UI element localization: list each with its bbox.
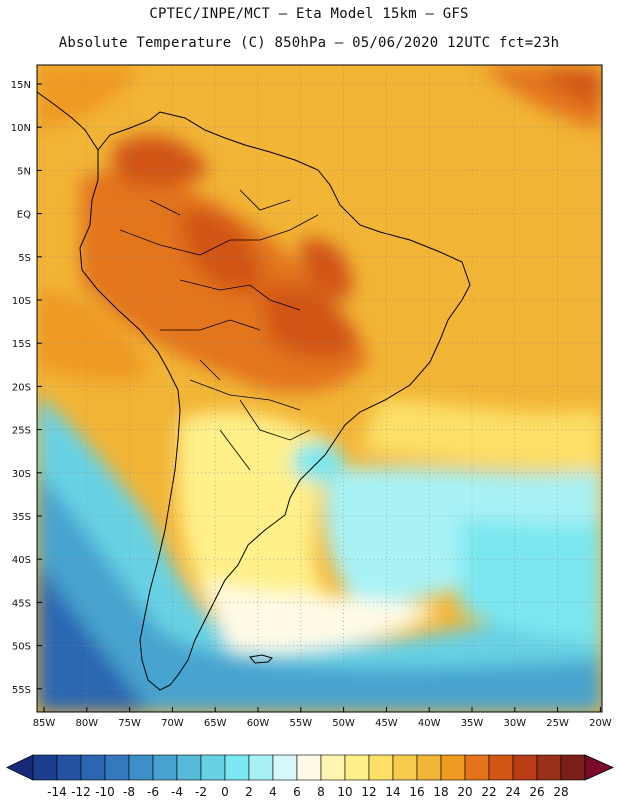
lat-tick-label: 55S bbox=[12, 685, 31, 696]
lon-tick-label: 40W bbox=[418, 718, 441, 729]
colorbar-label: -4 bbox=[171, 785, 183, 799]
colorbar-swatch bbox=[296, 754, 322, 781]
lon-tick-label: 35W bbox=[461, 718, 484, 729]
lat-tick-label: 40S bbox=[12, 555, 31, 566]
lat-tick-label: 10N bbox=[11, 123, 31, 134]
colorbar-label: -2 bbox=[195, 785, 207, 799]
colorbar-label: 16 bbox=[409, 785, 424, 799]
colorbar-label: 26 bbox=[529, 785, 544, 799]
colorbar-arrow-high bbox=[584, 754, 614, 781]
colorbar-swatch bbox=[488, 754, 514, 781]
colorbar-label: 14 bbox=[385, 785, 400, 799]
lat-tick-label: 25S bbox=[12, 426, 31, 437]
colorbar-label: 12 bbox=[361, 785, 376, 799]
chart-title-line1: CPTEC/INPE/MCT – Eta Model 15km – GFS bbox=[149, 6, 469, 22]
lon-tick-label: 25W bbox=[546, 718, 569, 729]
colorbar: -14 -12 -10 -8 -6 -4 -2 0 2 4 6 8 10 12 14 16 18 20 22 24 26… bbox=[6, 754, 614, 799]
lon-tick-label: 75W bbox=[118, 718, 141, 729]
lon-tick-label: 60W bbox=[247, 718, 270, 729]
colorbar-swatch bbox=[176, 754, 202, 781]
colorbar-swatch bbox=[536, 754, 562, 781]
colorbar-swatch bbox=[440, 754, 466, 781]
colorbar-swatch bbox=[272, 754, 298, 781]
falkland-islands bbox=[249, 654, 273, 664]
colorbar-label: -14 bbox=[47, 785, 67, 799]
lon-tick-label: 85W bbox=[33, 718, 56, 729]
colorbar-swatch bbox=[464, 754, 490, 781]
colorbar-swatch bbox=[512, 754, 538, 781]
lon-tick-label: 65W bbox=[204, 718, 227, 729]
colorbar-label: -10 bbox=[95, 785, 115, 799]
colorbar-swatch bbox=[56, 754, 82, 781]
colorbar-swatch bbox=[32, 754, 58, 781]
colorbar-swatch bbox=[104, 754, 130, 781]
colorbar-swatch bbox=[200, 754, 226, 781]
colorbar-label: 20 bbox=[457, 785, 472, 799]
lat-tick-label: 35S bbox=[12, 512, 31, 523]
colorbar-label: 4 bbox=[269, 785, 277, 799]
colorbar-swatch bbox=[152, 754, 178, 781]
central-america-coastline bbox=[37, 91, 99, 151]
lon-tick-label: 80W bbox=[75, 718, 98, 729]
colorbar-label: 22 bbox=[481, 785, 496, 799]
lon-tick-label: 50W bbox=[332, 718, 355, 729]
colorbar-swatch bbox=[248, 754, 274, 781]
lon-tick-label: 45W bbox=[375, 718, 398, 729]
colorbar-swatch bbox=[344, 754, 370, 781]
lon-tick-label: 30W bbox=[503, 718, 526, 729]
colorbar-label: -12 bbox=[71, 785, 91, 799]
colorbar-swatch bbox=[224, 754, 250, 781]
colorbar-swatch bbox=[416, 754, 442, 781]
colorbar-label: 8 bbox=[317, 785, 325, 799]
colorbar-swatch bbox=[560, 754, 586, 781]
colorbar-label: 2 bbox=[245, 785, 253, 799]
colorbar-swatch bbox=[320, 754, 346, 781]
latitude-axis: 15N 10N 5N EQ 5S 10S 15S 20S 25S 30S 35S 40S 45S 50S 5… bbox=[11, 80, 42, 696]
colorbar-label: 10 bbox=[337, 785, 352, 799]
colorbar-swatch bbox=[80, 754, 106, 781]
lat-tick-label: 10S bbox=[12, 296, 31, 307]
south-america-coastline bbox=[79, 111, 471, 691]
lat-tick-label: 45S bbox=[12, 598, 31, 609]
lon-tick-label: 70W bbox=[161, 718, 184, 729]
colorbar-label: 0 bbox=[221, 785, 229, 799]
chart-title-line2: Absolute Temperature (C) 850hPa – 05/06/… bbox=[58, 35, 560, 51]
colorbar-label: 24 bbox=[505, 785, 520, 799]
temperature-field bbox=[37, 65, 602, 712]
longitude-axis: 85W 80W 75W 70W 65W 60W 55W 50W 45W 40W 35W 30W 25W 2… bbox=[33, 707, 612, 729]
colorbar-label: 18 bbox=[433, 785, 448, 799]
lat-tick-label: 50S bbox=[12, 642, 31, 653]
lat-tick-label: 5N bbox=[17, 166, 31, 177]
colorbar-swatch bbox=[128, 754, 154, 781]
map-frame bbox=[36, 64, 603, 713]
colorbar-arrow-low bbox=[6, 754, 34, 781]
lat-tick-label: 5S bbox=[18, 253, 31, 264]
lon-tick-label: 55W bbox=[289, 718, 312, 729]
lat-tick-label: 30S bbox=[12, 469, 31, 480]
colorbar-label: 28 bbox=[553, 785, 568, 799]
colorbar-swatch bbox=[368, 754, 394, 781]
colorbar-label: -6 bbox=[147, 785, 159, 799]
lat-tick-label: EQ bbox=[17, 210, 31, 221]
lat-tick-label: 15N bbox=[11, 80, 31, 91]
coastlines bbox=[37, 91, 471, 691]
colorbar-swatch bbox=[392, 754, 418, 781]
colorbar-label: -8 bbox=[123, 785, 135, 799]
lon-tick-label: 20W bbox=[589, 718, 612, 729]
lat-tick-label: 20S bbox=[12, 382, 31, 393]
colorbar-label: 6 bbox=[293, 785, 301, 799]
lat-tick-label: 15S bbox=[12, 339, 31, 350]
